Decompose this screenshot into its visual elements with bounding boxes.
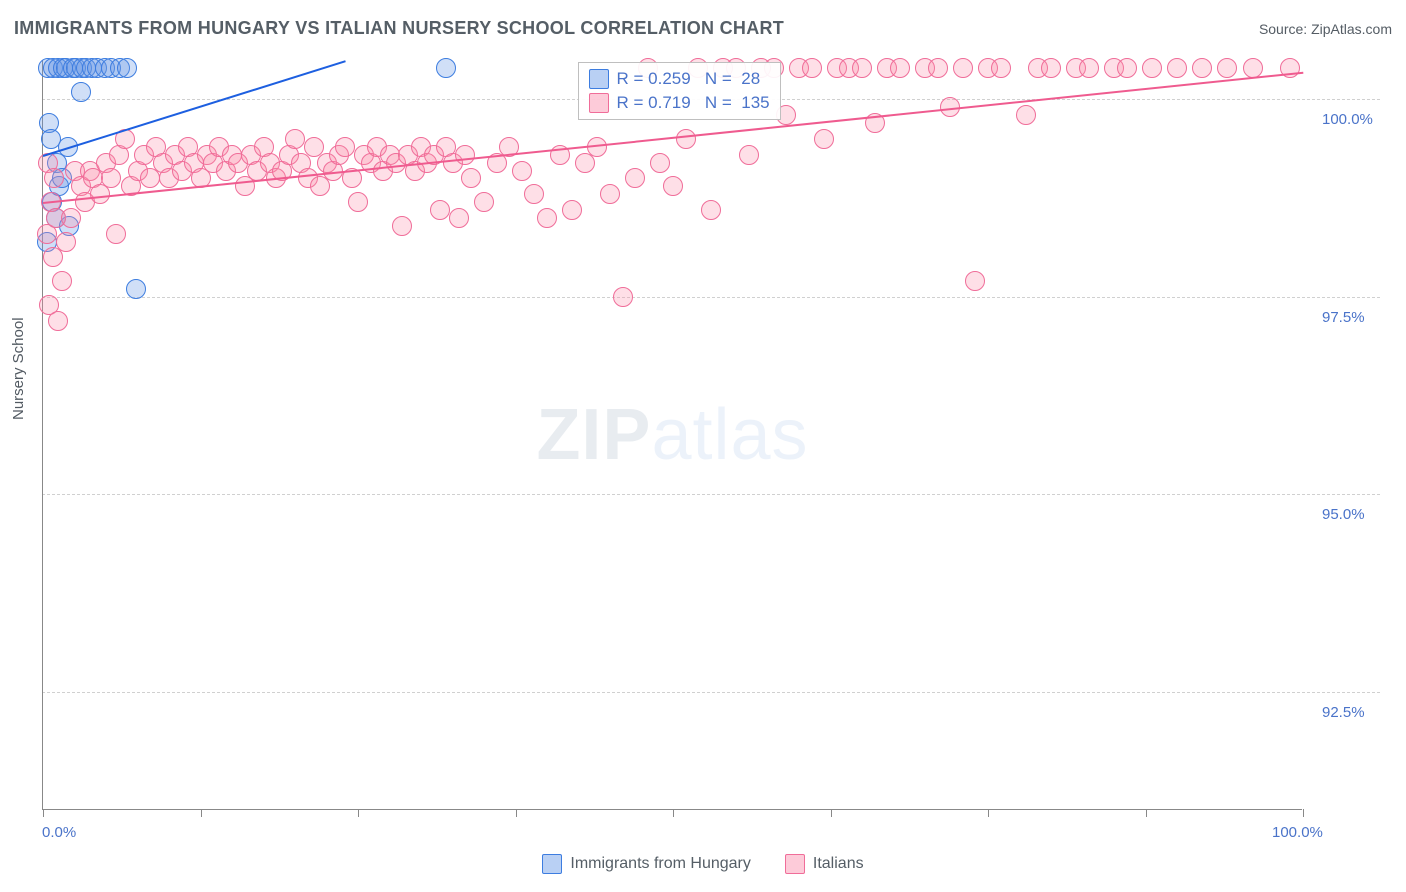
scatter-point [928, 58, 948, 78]
scatter-point [455, 145, 475, 165]
y-tick-label: 92.5% [1322, 704, 1365, 721]
scatter-point [474, 192, 494, 212]
scatter-point [1167, 58, 1187, 78]
scatter-point [48, 311, 68, 331]
scatter-point [117, 58, 137, 78]
chart-source: Source: ZipAtlas.com [1259, 21, 1392, 37]
scatter-point [1192, 58, 1212, 78]
scatter-point [52, 271, 72, 291]
correlation-legend: R = 0.259 N = 28R = 0.719 N = 135 [578, 62, 781, 120]
scatter-point [524, 184, 544, 204]
scatter-point [101, 168, 121, 188]
y-axis-title: Nursery School [10, 317, 27, 420]
scatter-point [625, 168, 645, 188]
legend-item-hungary: Immigrants from Hungary [542, 854, 751, 874]
chart-header: IMMIGRANTS FROM HUNGARY VS ITALIAN NURSE… [14, 18, 1392, 39]
scatter-point [852, 58, 872, 78]
plot-area: ZIPatlas [42, 60, 1302, 810]
scatter-point [1041, 58, 1061, 78]
scatter-point [335, 137, 355, 157]
scatter-point [613, 287, 633, 307]
scatter-point [802, 58, 822, 78]
scatter-point [430, 200, 450, 220]
scatter-point [392, 216, 412, 236]
legend-label-italians: Italians [813, 855, 864, 873]
scatter-point [1243, 58, 1263, 78]
scatter-point [126, 279, 146, 299]
legend-row: R = 0.719 N = 135 [589, 91, 770, 115]
scatter-point [285, 129, 305, 149]
x-tick [516, 809, 517, 817]
scatter-point [562, 200, 582, 220]
scatter-point [512, 161, 532, 181]
x-tick [673, 809, 674, 817]
y-tick-label: 97.5% [1322, 309, 1365, 326]
series-legend: Immigrants from Hungary Italians [0, 854, 1406, 874]
scatter-point [701, 200, 721, 220]
legend-swatch-pink [785, 854, 805, 874]
watermark-zip: ZIP [536, 395, 651, 475]
scatter-point [965, 271, 985, 291]
x-tick [43, 809, 44, 817]
plot-wrap: 100.0% 97.5% 95.0% 92.5% ZIPatlas R = 0.259… [42, 60, 1380, 810]
scatter-point [71, 82, 91, 102]
legend-item-italians: Italians [785, 854, 864, 874]
scatter-point [106, 224, 126, 244]
watermark-atlas: atlas [651, 395, 808, 475]
scatter-point [953, 58, 973, 78]
watermark: ZIPatlas [536, 394, 808, 476]
scatter-point [1142, 58, 1162, 78]
legend-row: R = 0.259 N = 28 [589, 67, 770, 91]
x-tick [358, 809, 359, 817]
scatter-point [814, 129, 834, 149]
scatter-point [1079, 58, 1099, 78]
y-tick-label: 100.0% [1322, 111, 1373, 128]
chart-title: IMMIGRANTS FROM HUNGARY VS ITALIAN NURSE… [14, 18, 784, 39]
legend-stats: R = 0.719 N = 135 [617, 91, 770, 115]
scatter-point [449, 208, 469, 228]
scatter-point [56, 232, 76, 252]
scatter-point [44, 168, 64, 188]
x-tick [1146, 809, 1147, 817]
scatter-point [348, 192, 368, 212]
legend-label-hungary: Immigrants from Hungary [570, 855, 751, 873]
scatter-point [739, 145, 759, 165]
legend-swatch-blue [542, 854, 562, 874]
scatter-point [537, 208, 557, 228]
scatter-point [600, 184, 620, 204]
scatter-point [1016, 105, 1036, 125]
y-tick-label: 95.0% [1322, 506, 1365, 523]
scatter-point [1217, 58, 1237, 78]
legend-swatch-pink [589, 93, 609, 113]
x-tick [1303, 809, 1304, 817]
scatter-point [676, 129, 696, 149]
scatter-point [663, 176, 683, 196]
scatter-point [61, 208, 81, 228]
scatter-point [436, 58, 456, 78]
scatter-point [991, 58, 1011, 78]
x-tick [201, 809, 202, 817]
x-tick-label-right: 100.0% [1272, 824, 1323, 841]
x-tick-label-left: 0.0% [42, 824, 76, 841]
legend-stats: R = 0.259 N = 28 [617, 67, 761, 91]
scatter-point [1117, 58, 1137, 78]
scatter-point [650, 153, 670, 173]
scatter-point [461, 168, 481, 188]
x-tick [831, 809, 832, 817]
legend-swatch-blue [589, 69, 609, 89]
x-tick [988, 809, 989, 817]
scatter-point [890, 58, 910, 78]
